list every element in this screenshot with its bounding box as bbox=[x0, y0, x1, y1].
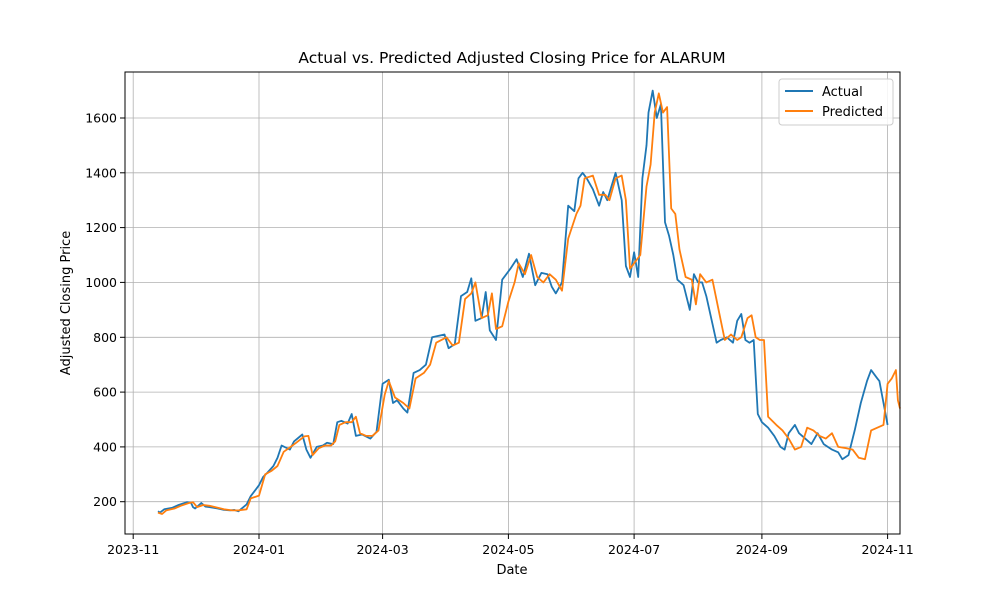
y-axis-label: Adjusted Closing Price bbox=[59, 231, 74, 375]
x-tick-label: 2024-11 bbox=[861, 542, 913, 557]
y-axis: 200 400 600 800 1000 1200 1400 1600 bbox=[85, 111, 125, 509]
chart-title: Actual vs. Predicted Adjusted Closing Pr… bbox=[298, 49, 725, 67]
series-layer bbox=[157, 89, 901, 515]
y-tick-label: 200 bbox=[93, 494, 117, 509]
y-tick-label: 1000 bbox=[85, 275, 117, 290]
grid-lines bbox=[125, 72, 900, 534]
plot-area-frame bbox=[124, 71, 901, 535]
x-tick-label: 2024-07 bbox=[608, 542, 660, 557]
x-tick-label: 2024-09 bbox=[736, 542, 788, 557]
series-line-actual bbox=[157, 89, 889, 514]
x-axis-label: Date bbox=[496, 563, 527, 578]
x-tick-label: 2024-03 bbox=[356, 542, 408, 557]
y-tick-label: 1600 bbox=[85, 111, 117, 126]
series-line-predicted bbox=[157, 92, 901, 515]
y-tick-label: 400 bbox=[93, 439, 117, 454]
y-tick-label: 600 bbox=[93, 385, 117, 400]
y-tick-label: 1200 bbox=[85, 220, 117, 235]
legend: Actual Predicted bbox=[778, 78, 894, 126]
x-tick-label: 2024-05 bbox=[482, 542, 534, 557]
x-axis: 2023-11 2024-01 2024-03 2024-05 2024-07 2024-… bbox=[107, 534, 914, 557]
legend-entry-actual: Actual bbox=[822, 85, 863, 100]
x-tick-label: 2023-11 bbox=[107, 542, 159, 557]
y-tick-label: 1400 bbox=[85, 165, 117, 180]
legend-entry-predicted: Predicted bbox=[822, 105, 883, 120]
x-tick-label: 2024-01 bbox=[233, 542, 285, 557]
y-tick-label: 800 bbox=[93, 330, 117, 345]
